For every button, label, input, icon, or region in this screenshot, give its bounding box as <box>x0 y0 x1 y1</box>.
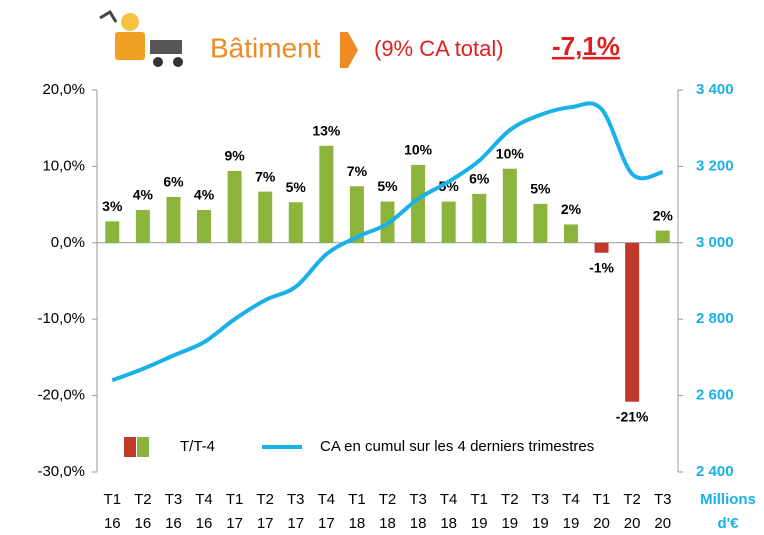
bar <box>502 168 517 243</box>
x-tick-label: T4 17 <box>318 491 336 532</box>
x-tick-label: T4 18 <box>440 491 458 532</box>
bar <box>288 202 303 243</box>
value-label: 7% <box>347 163 368 179</box>
bar <box>625 242 640 402</box>
bar <box>441 201 456 243</box>
legend-swatch <box>137 437 149 457</box>
legend-swatch <box>124 437 136 457</box>
bar <box>105 221 120 243</box>
y2-tick-label: 3 000 <box>696 234 734 251</box>
value-label: 4% <box>194 187 215 203</box>
bar <box>472 193 487 243</box>
value-label: -1% <box>589 259 614 275</box>
x-tick-label: T1 17 <box>226 491 244 532</box>
value-label: 5% <box>530 181 551 197</box>
y-tick-label: 10,0% <box>42 157 85 174</box>
bar <box>135 209 150 243</box>
value-label: -21% <box>616 408 649 424</box>
bar <box>227 170 242 243</box>
y2-axis-label: Millions d'€ <box>700 491 756 532</box>
value-label: 4% <box>133 187 154 203</box>
line <box>111 101 664 383</box>
y-tick-label: -20,0% <box>37 387 85 404</box>
bar <box>411 164 426 243</box>
x-tick-label: T1 20 <box>593 491 611 532</box>
x-tick-label: T4 16 <box>195 491 213 532</box>
value-label: 10% <box>404 142 433 158</box>
bar <box>594 242 609 253</box>
x-tick-label: T3 20 <box>654 491 672 532</box>
legend-label: T/T-4 <box>180 438 215 455</box>
x-tick-label: T3 17 <box>287 491 305 532</box>
value-label: 5% <box>439 178 460 194</box>
value-label: 9% <box>224 148 245 164</box>
bar <box>197 209 212 243</box>
y2-tick-label: 2 600 <box>696 387 734 404</box>
x-tick-label: T2 18 <box>379 491 397 532</box>
bar <box>349 186 364 243</box>
value-label: 13% <box>312 122 341 138</box>
x-tick-label: T1 16 <box>104 491 122 532</box>
legend-label: CA en cumul sur les 4 derniers trimestre… <box>320 438 594 455</box>
bar <box>258 191 273 243</box>
value-label: 10% <box>496 145 525 161</box>
x-tick-label: T2 16 <box>134 491 152 532</box>
change-text: -7,1% <box>552 31 620 61</box>
value-label: 6% <box>163 174 184 190</box>
value-label: 5% <box>286 179 307 195</box>
value-label: 7% <box>255 168 276 184</box>
value-label: 3% <box>102 198 123 214</box>
x-tick-label: T3 18 <box>409 491 427 532</box>
y2-tick-label: 2 400 <box>696 463 734 480</box>
value-label: 6% <box>469 171 490 187</box>
y-tick-label: -30,0% <box>37 463 85 480</box>
x-tick-label: T4 19 <box>562 491 580 532</box>
x-tick-label: T1 18 <box>348 491 366 532</box>
header-icon <box>99 9 183 67</box>
y2-tick-label: 3 400 <box>696 81 734 98</box>
y2-tick-label: 3 200 <box>696 157 734 174</box>
x-tick-label: T3 16 <box>165 491 183 532</box>
sector-title: Bâtiment <box>210 32 321 63</box>
y2-tick-label: 2 800 <box>696 310 734 327</box>
bar <box>533 203 548 243</box>
bar <box>655 230 670 243</box>
x-tick-label: T2 20 <box>623 491 641 532</box>
x-tick-label: T1 19 <box>470 491 488 532</box>
bar <box>319 145 334 243</box>
value-label: 2% <box>653 207 674 223</box>
x-tick-label: T3 19 <box>532 491 550 532</box>
bar <box>166 196 181 243</box>
value-label: 5% <box>377 178 398 194</box>
x-tick-label: T2 19 <box>501 491 519 532</box>
y-tick-label: 20,0% <box>42 81 85 98</box>
y-tick-label: -10,0% <box>37 310 85 327</box>
arrow-icon <box>340 32 358 68</box>
value-label: 2% <box>561 201 582 217</box>
x-tick-label: T2 17 <box>256 491 274 532</box>
bar <box>563 224 578 243</box>
y-tick-label: 0,0% <box>51 234 85 251</box>
share-text: (9% CA total) <box>374 36 504 61</box>
